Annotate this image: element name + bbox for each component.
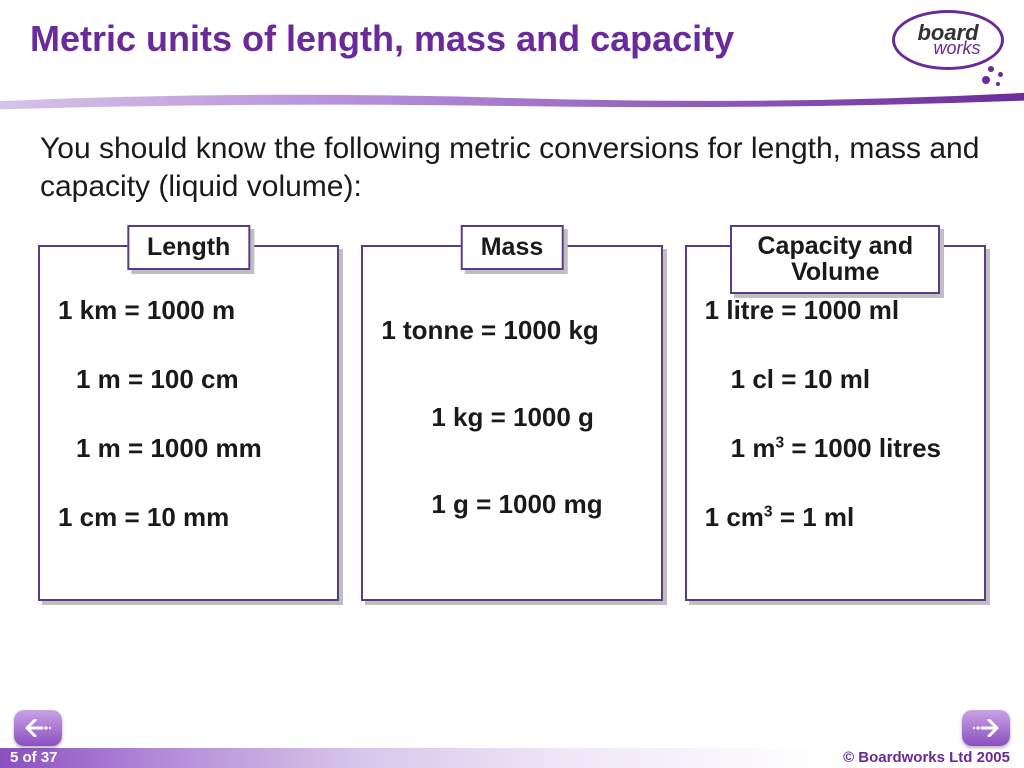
panel-mass: Mass1 tonne = 1000 kg1 kg = 1000 g1 g = …: [361, 245, 662, 601]
brand-logo: board works: [892, 6, 1012, 84]
conversion-item: 1 m = 1000 mm: [54, 433, 323, 464]
conversion-list: 1 tonne = 1000 kg 1 kg = 1000 g 1 g = 1000…: [377, 295, 646, 520]
panel-capacity: Capacity and Volume1 litre = 1000 ml1 cl…: [685, 245, 986, 601]
slide-footer: 5 of 37 © Boardworks Ltd 2005: [0, 732, 1024, 768]
conversion-item: 1 kg = 1000 g: [377, 402, 646, 433]
copyright-text: © Boardworks Ltd 2005: [843, 749, 1010, 766]
logo-text-bottom: works: [933, 41, 980, 56]
conversion-item: 1 litre = 1000 ml: [701, 295, 970, 326]
conversion-item: 1 m3 = 1000 litres: [701, 433, 970, 464]
conversion-item: 1 cl = 10 ml: [701, 364, 970, 395]
panel-label: Length: [127, 225, 250, 270]
arrow-right-icon: [973, 719, 999, 737]
panel-label: Capacity and Volume: [730, 225, 940, 294]
conversion-list: 1 km = 1000 m 1 m = 100 cm 1 m = 1000 mm 1 …: [54, 295, 323, 533]
conversion-item: 1 tonne = 1000 kg: [377, 315, 646, 346]
panel-length: Length1 km = 1000 m1 m = 100 cm1 m = 100…: [38, 245, 339, 601]
conversion-item: 1 cm = 10 mm: [54, 502, 323, 533]
conversion-list: 1 litre = 1000 ml 1 cl = 10 ml 1 m3 = 1000…: [701, 295, 970, 533]
decorative-swoosh: [0, 88, 1024, 118]
panel-label: Mass: [461, 225, 564, 270]
conversion-item: 1 m = 100 cm: [54, 364, 323, 395]
arrow-left-icon: [25, 719, 51, 737]
conversion-item: 1 km = 1000 m: [54, 295, 323, 326]
page-indicator: 5 of 37: [10, 749, 58, 766]
panels-row: Length 1 km = 1000 m 1 m = 100 cm 1 m = 100…: [0, 215, 1024, 601]
next-button[interactable]: [962, 710, 1010, 746]
prev-button[interactable]: [14, 710, 62, 746]
slide-header: Metric units of length, mass and capacit…: [0, 0, 1024, 100]
conversion-item: 1 g = 1000 mg: [377, 489, 646, 520]
conversion-item: 1 cm3 = 1 ml: [701, 502, 970, 533]
slide-title: Metric units of length, mass and capacit…: [30, 18, 1024, 60]
